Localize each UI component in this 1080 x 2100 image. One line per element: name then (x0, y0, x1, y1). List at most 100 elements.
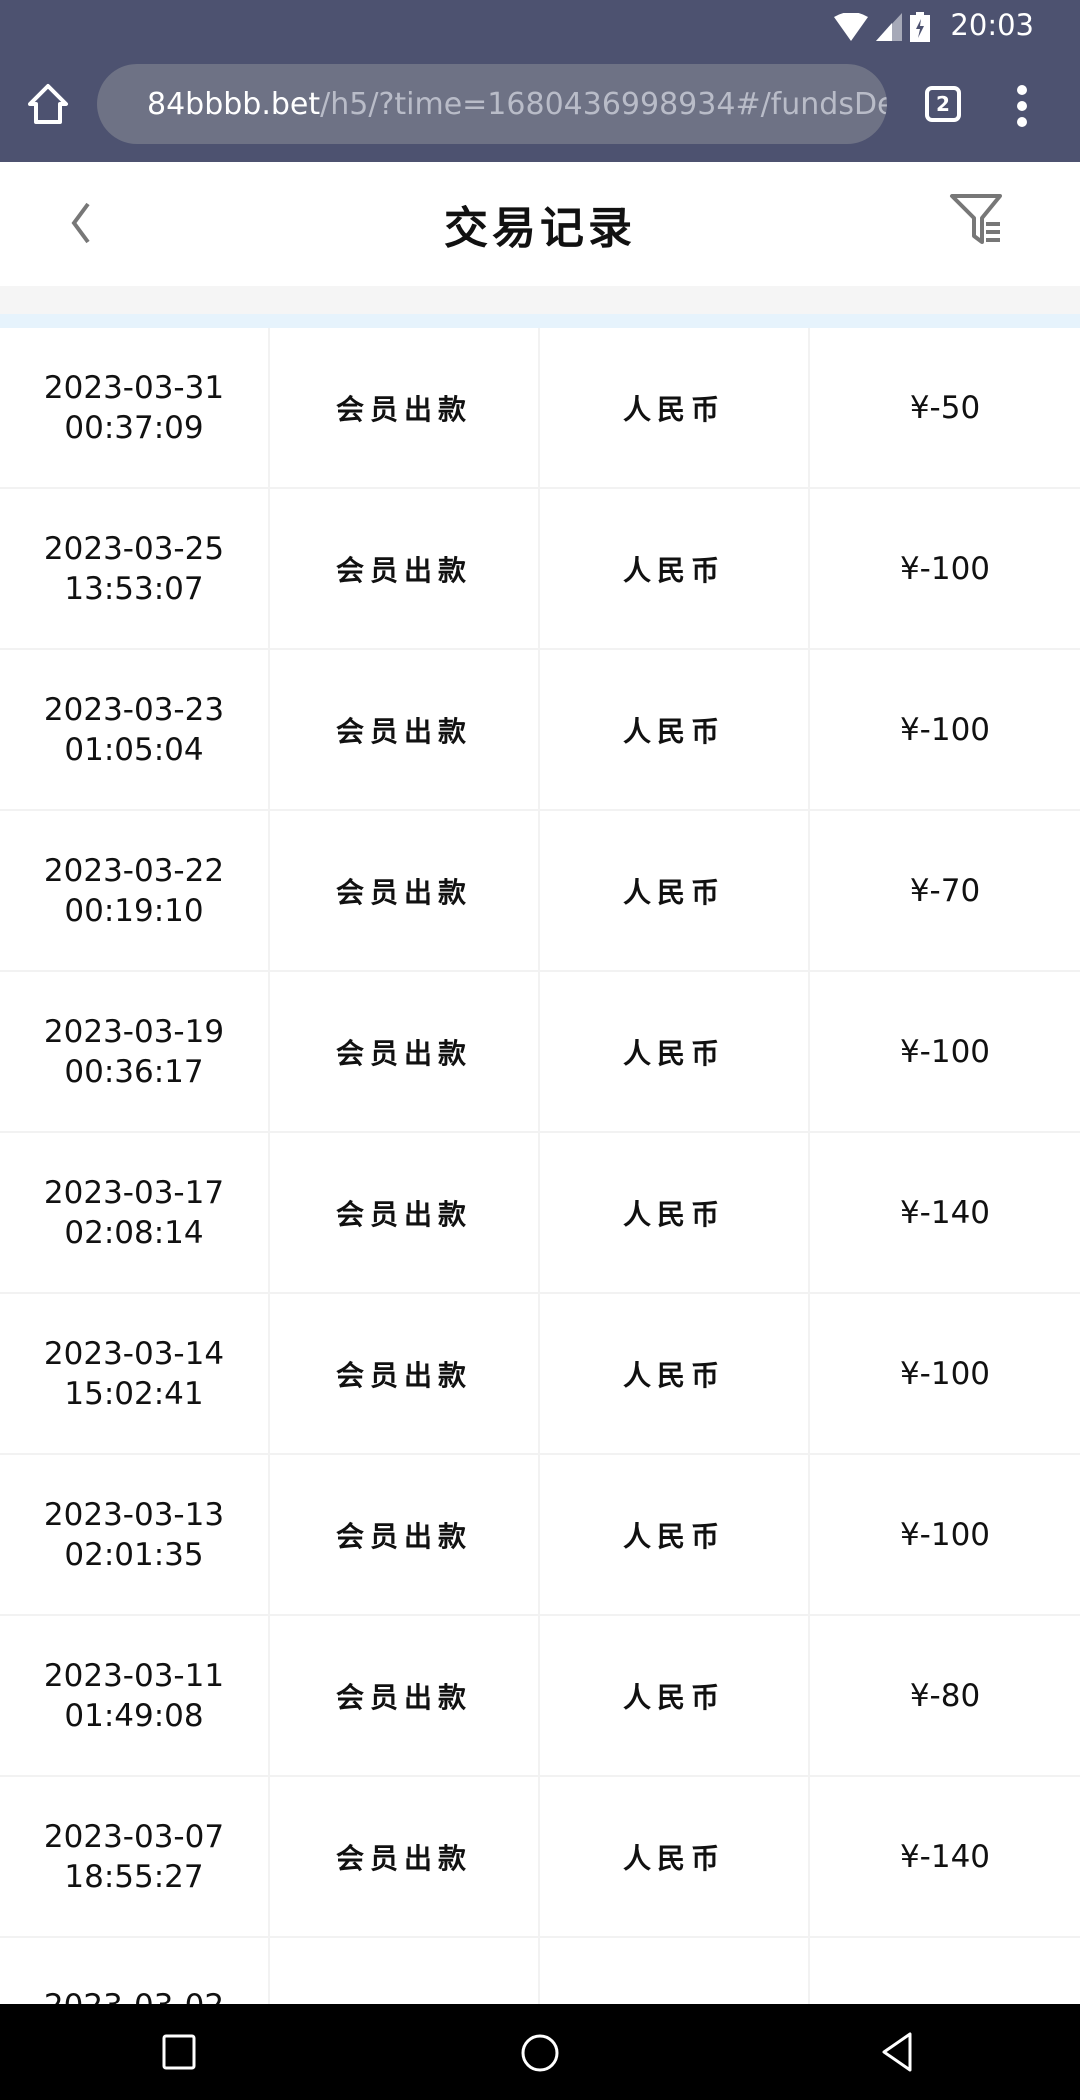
recents-icon[interactable] (162, 2034, 196, 2070)
wifi-icon (834, 13, 868, 41)
url-path: /h5/?time=1680436998934#/fundsDe (320, 86, 887, 122)
home-icon[interactable] (26, 82, 70, 126)
table-row[interactable]: 2023-03-31 00:37:09 会员出款 人民币 ¥-50 (0, 328, 1080, 489)
record-amount: ¥-100 (899, 550, 991, 587)
table-row[interactable]: 2023-03-17 02:08:14 会员出款 人民币 ¥-140 (0, 1133, 1080, 1294)
amount-cell: ¥-70 (810, 811, 1080, 970)
record-date: 2023-03-23 (43, 691, 225, 728)
record-currency: 人民币 (622, 1519, 725, 1553)
type-cell: 会员出款 (270, 1616, 540, 1775)
tab-switcher-button[interactable]: 2 (925, 86, 961, 122)
date-cell: 2023-03-31 00:37:09 (0, 328, 270, 487)
record-amount: ¥-100 (899, 1355, 991, 1392)
date-cell: 2023-03-17 02:08:14 (0, 1133, 270, 1292)
record-time: 01:49:08 (64, 1697, 204, 1734)
amount-cell: ¥-80 (810, 1616, 1080, 1775)
type-cell: 会员出款 (270, 972, 540, 1131)
record-currency: 人民币 (622, 714, 725, 748)
record-amount: ¥-100 (899, 1033, 991, 1070)
currency-cell: 人民币 (540, 1777, 810, 1936)
record-time: 01:05:04 (64, 731, 204, 768)
currency-cell: 人民币 (540, 650, 810, 809)
table-row[interactable]: 2023-03-22 00:19:10 会员出款 人民币 ¥-70 (0, 811, 1080, 972)
amount-cell: ¥-100 (810, 650, 1080, 809)
record-amount: ¥-100 (899, 1516, 991, 1553)
browser-toolbar: 84bbbb.bet/h5/?time=1680436998934#/funds… (0, 54, 1080, 162)
table-row[interactable]: 2023-03-07 18:55:27 会员出款 人民币 ¥-140 (0, 1777, 1080, 1938)
record-currency: 人民币 (622, 1036, 725, 1070)
date-cell: 2023-03-19 00:36:17 (0, 972, 270, 1131)
record-date: 2023-03-11 (43, 1657, 225, 1694)
filter-icon[interactable] (948, 192, 1004, 248)
back-nav-icon[interactable] (880, 2032, 914, 2072)
record-date: 2023-03-13 (43, 1496, 225, 1533)
record-type: 会员出款 (335, 392, 472, 426)
record-time: 13:53:07 (64, 570, 204, 607)
record-date: 2023-03-31 (43, 369, 225, 406)
currency-cell: 人民币 (540, 1294, 810, 1453)
record-amount: ¥-140 (899, 1194, 991, 1231)
table-row[interactable]: 2023-03-19 00:36:17 会员出款 人民币 ¥-100 (0, 972, 1080, 1133)
type-cell: 会员出款 (270, 650, 540, 809)
date-cell: 2023-03-07 18:55:27 (0, 1777, 270, 1936)
record-date: 2023-03-17 (43, 1174, 225, 1211)
date-cell: 2023-03-25 13:53:07 (0, 489, 270, 648)
record-type: 会员出款 (335, 1680, 472, 1714)
table-row[interactable]: 2023-03-14 15:02:41 会员出款 人民币 ¥-100 (0, 1294, 1080, 1455)
record-time: 15:02:41 (64, 1375, 204, 1412)
record-date: 2023-03-19 (43, 1013, 225, 1050)
page-title: 交易记录 (444, 203, 636, 254)
battery-charging-icon (910, 12, 930, 42)
more-menu-icon[interactable] (1016, 84, 1028, 128)
record-type: 会员出款 (335, 1197, 472, 1231)
type-cell: 会员出款 (270, 328, 540, 487)
record-amount: ¥-70 (909, 872, 981, 909)
type-cell: 会员出款 (270, 811, 540, 970)
url-host: 84bbbb.bet (147, 86, 321, 122)
date-cell: 2023-03-14 15:02:41 (0, 1294, 270, 1453)
record-time: 00:37:09 (64, 409, 204, 446)
currency-cell: 人民币 (540, 972, 810, 1131)
type-cell: 会员出款 (270, 1455, 540, 1614)
record-amount: ¥-80 (909, 1677, 981, 1714)
table-row[interactable]: 2023-03-13 02:01:35 会员出款 人民币 ¥-100 (0, 1455, 1080, 1616)
table-row[interactable]: 2023-03-11 01:49:08 会员出款 人民币 ¥-80 (0, 1616, 1080, 1777)
date-cell: 2023-03-13 02:01:35 (0, 1455, 270, 1614)
amount-cell: ¥-100 (810, 972, 1080, 1131)
amount-cell: ¥-140 (810, 1777, 1080, 1936)
page-header: 交易记录 (0, 162, 1080, 286)
record-type: 会员出款 (335, 714, 472, 748)
type-cell: 会员出款 (270, 1777, 540, 1936)
record-type: 会员出款 (335, 1036, 472, 1070)
record-currency: 人民币 (622, 875, 725, 909)
home-nav-icon[interactable] (520, 2033, 560, 2073)
transactions-table: 2023-03-31 00:37:09 会员出款 人民币 ¥-50 2023-03-25 1… (0, 328, 1080, 2099)
record-currency: 人民币 (622, 1358, 725, 1392)
type-cell: 会员出款 (270, 1294, 540, 1453)
currency-cell: 人民币 (540, 811, 810, 970)
table-row[interactable]: 2023-03-23 01:05:04 会员出款 人民币 ¥-100 (0, 650, 1080, 811)
record-amount: ¥-50 (909, 389, 981, 426)
record-type: 会员出款 (335, 1519, 472, 1553)
currency-cell: 人民币 (540, 1455, 810, 1614)
record-amount: ¥-100 (899, 711, 991, 748)
table-row[interactable]: 2023-03-25 13:53:07 会员出款 人民币 ¥-100 (0, 489, 1080, 650)
record-date: 2023-03-14 (43, 1335, 225, 1372)
record-amount: ¥-140 (899, 1838, 991, 1875)
currency-cell: 人民币 (540, 328, 810, 487)
type-cell: 会员出款 (270, 1133, 540, 1292)
record-type: 会员出款 (335, 1358, 472, 1392)
record-type: 会员出款 (335, 875, 472, 909)
back-arrow-icon[interactable] (62, 198, 102, 248)
record-currency: 人民币 (622, 1680, 725, 1714)
record-currency: 人民币 (622, 553, 725, 587)
spacer (0, 286, 1080, 314)
record-time: 02:01:35 (64, 1536, 204, 1573)
signal-icon (876, 13, 902, 41)
record-currency: 人民币 (622, 392, 725, 426)
record-time: 00:19:10 (64, 892, 204, 929)
date-cell: 2023-03-22 00:19:10 (0, 811, 270, 970)
amount-cell: ¥-100 (810, 1294, 1080, 1453)
address-bar[interactable]: 84bbbb.bet/h5/?time=1680436998934#/funds… (97, 64, 887, 144)
amount-cell: ¥-100 (810, 1455, 1080, 1614)
